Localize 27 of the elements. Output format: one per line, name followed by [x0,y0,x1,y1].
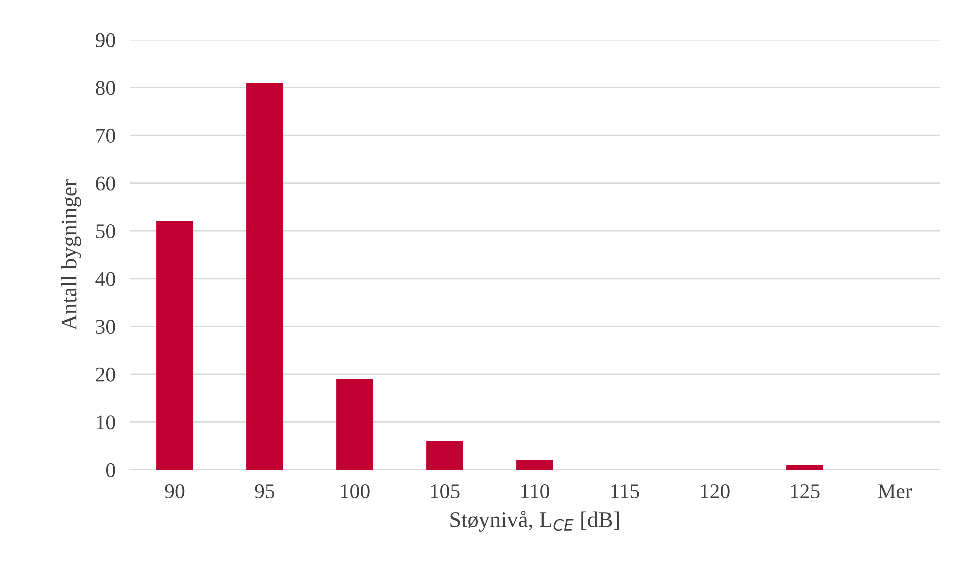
y-tick-label: 40 [96,272,116,286]
x-tick-label: 90 [165,484,185,499]
y-tick-label: 0 [106,463,116,478]
y-tick-label: 30 [96,320,116,334]
y-tick-label: 90 [96,33,116,48]
bar [246,83,284,470]
x-tick-label: 120 [701,484,730,499]
bar [426,441,464,470]
y-tick-label: 80 [96,81,116,96]
x-tick-label: Mer [878,484,912,499]
x-tick-label: 100 [341,484,370,499]
bar [516,460,554,470]
y-axis-title: Antall bygninger [61,180,82,330]
y-tick-label: 60 [96,176,116,191]
y-tick-label: 50 [96,224,116,239]
x-tick-label: 105 [431,484,460,499]
bar [156,222,194,470]
y-tick-label: 20 [96,368,116,382]
bar [336,379,374,470]
x-axis-title: Støynivå, L$_{CE}$ [dB] [450,511,620,532]
x-tick-label: 95 [255,484,275,499]
y-tick-label: 10 [97,416,116,430]
x-tick-label: 125 [791,484,820,499]
x-tick-label: 110 [522,484,550,499]
x-tick-label: 115 [612,484,640,499]
y-tick-label: 70 [96,128,116,143]
bar [786,465,824,470]
